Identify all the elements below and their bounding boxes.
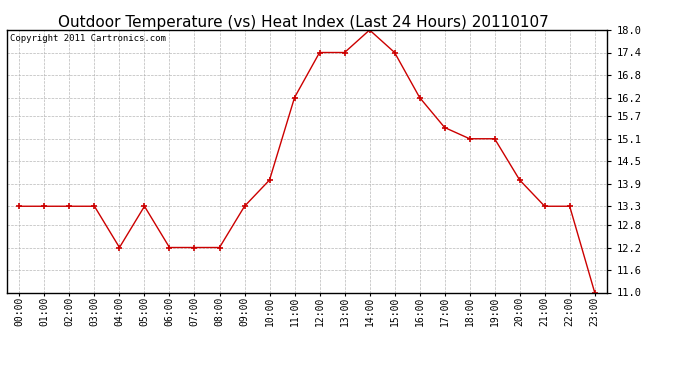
Text: Copyright 2011 Cartronics.com: Copyright 2011 Cartronics.com — [10, 34, 166, 43]
Text: Outdoor Temperature (vs) Heat Index (Last 24 Hours) 20110107: Outdoor Temperature (vs) Heat Index (Las… — [58, 15, 549, 30]
